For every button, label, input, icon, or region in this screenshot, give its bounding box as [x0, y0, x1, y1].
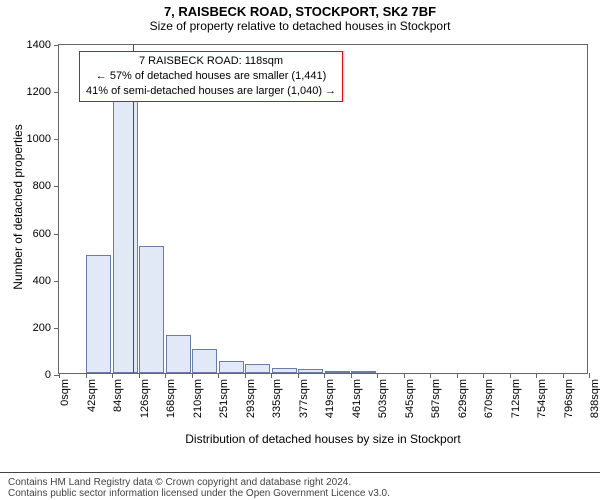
histogram-bar — [139, 246, 164, 373]
page-subtitle: Size of property relative to detached ho… — [0, 19, 600, 33]
histogram-bar — [245, 364, 270, 373]
x-tick — [298, 373, 299, 378]
x-tick — [510, 373, 511, 378]
histogram-bar — [192, 349, 217, 373]
x-tick-label: 168sqm — [165, 379, 177, 418]
y-axis-label: Number of detached properties — [11, 117, 25, 297]
x-tick-label: 545sqm — [404, 379, 416, 418]
x-tick — [589, 373, 590, 378]
x-tick — [430, 373, 431, 378]
y-tick-label: 1000 — [27, 133, 59, 145]
annotation-line: 7 RAISBECK ROAD: 118sqm — [86, 54, 336, 69]
x-tick-label: 210sqm — [192, 379, 204, 418]
x-tick-label: 126sqm — [139, 379, 151, 418]
x-tick-label: 84sqm — [112, 379, 124, 412]
page-title: 7, RAISBECK ROAD, STOCKPORT, SK2 7BF — [0, 0, 600, 19]
x-tick-label: 335sqm — [271, 379, 283, 418]
x-tick — [536, 373, 537, 378]
annotation-box: 7 RAISBECK ROAD: 118sqm← 57% of detached… — [79, 51, 343, 102]
y-tick-label: 1400 — [27, 39, 59, 51]
x-tick — [139, 373, 140, 378]
x-tick-label: 796sqm — [563, 379, 575, 418]
x-tick-label: 0sqm — [59, 379, 71, 406]
histogram-bar — [86, 255, 111, 373]
x-tick-label: 712sqm — [510, 379, 522, 418]
y-tick-label: 800 — [33, 180, 59, 192]
histogram-bar — [166, 335, 191, 373]
histogram-bar — [351, 371, 376, 373]
x-tick — [324, 373, 325, 378]
x-tick — [192, 373, 193, 378]
annotation-line: 41% of semi-detached houses are larger (… — [86, 84, 336, 99]
x-tick — [351, 373, 352, 378]
x-tick-label: 293sqm — [245, 379, 257, 418]
x-tick-label: 377sqm — [298, 379, 310, 418]
x-tick-label: 838sqm — [589, 379, 600, 418]
x-tick-label: 251sqm — [218, 379, 230, 418]
y-tick-label: 200 — [33, 322, 59, 334]
x-tick — [165, 373, 166, 378]
x-tick-label: 670sqm — [483, 379, 495, 418]
histogram-bar — [219, 361, 244, 373]
x-tick — [404, 373, 405, 378]
x-tick — [271, 373, 272, 378]
x-tick-label: 503sqm — [377, 379, 389, 418]
x-axis-label: Distribution of detached houses by size … — [58, 432, 588, 446]
histogram-plot: 02004006008001000120014000sqm42sqm84sqm1… — [58, 44, 588, 374]
y-tick-label: 600 — [33, 228, 59, 240]
x-tick — [245, 373, 246, 378]
x-tick — [112, 373, 113, 378]
footer-line-2: Contains public sector information licen… — [8, 488, 592, 499]
x-tick — [563, 373, 564, 378]
x-tick-label: 42sqm — [86, 379, 98, 412]
x-tick-label: 587sqm — [430, 379, 442, 418]
x-tick — [377, 373, 378, 378]
x-tick — [218, 373, 219, 378]
x-tick — [59, 373, 60, 378]
x-tick-label: 419sqm — [324, 379, 336, 418]
annotation-line: ← 57% of detached houses are smaller (1,… — [86, 69, 336, 84]
x-tick-label: 629sqm — [457, 379, 469, 418]
footer-line-1: Contains HM Land Registry data © Crown c… — [8, 477, 592, 488]
footer: Contains HM Land Registry data © Crown c… — [0, 472, 600, 499]
x-tick-label: 754sqm — [536, 379, 548, 418]
y-tick-label: 400 — [33, 275, 59, 287]
x-tick — [457, 373, 458, 378]
y-tick-label: 1200 — [27, 86, 59, 98]
y-tick-label: 0 — [45, 369, 59, 381]
x-tick-label: 461sqm — [351, 379, 363, 418]
x-tick — [86, 373, 87, 378]
histogram-bar — [298, 369, 323, 373]
histogram-bar — [325, 371, 350, 373]
histogram-bar — [272, 368, 297, 373]
x-tick — [483, 373, 484, 378]
